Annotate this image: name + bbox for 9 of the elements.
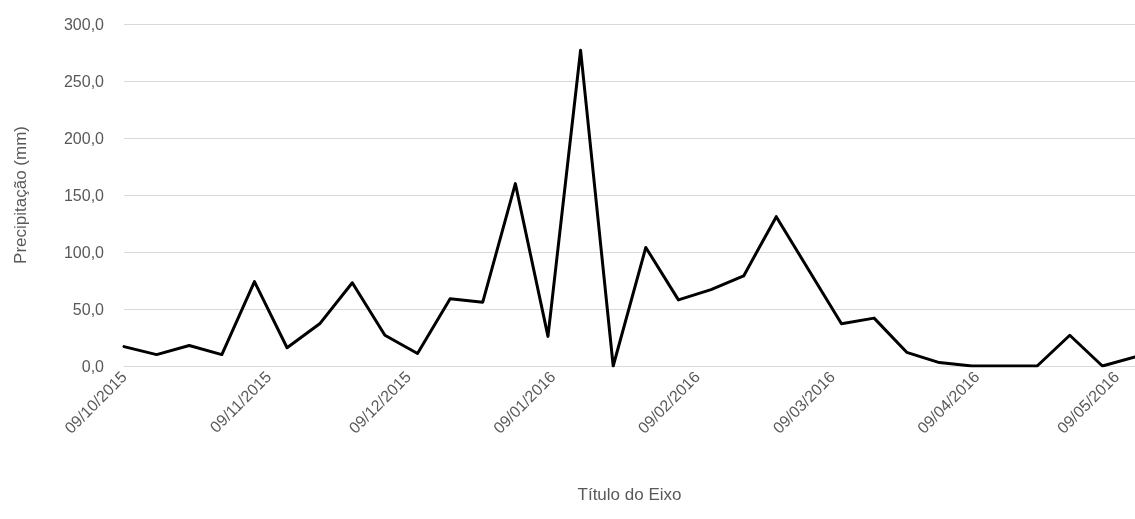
y-tick-label: 50,0 bbox=[72, 300, 105, 318]
line-series bbox=[122, 48, 1135, 368]
y-tick-label: 250,0 bbox=[63, 72, 105, 90]
y-tick-label: 100,0 bbox=[63, 243, 105, 261]
y-tick-label: 200,0 bbox=[63, 129, 105, 147]
x-axis-title: Título do Eixo bbox=[577, 485, 682, 504]
y-axis-title: Precipitação (mm) bbox=[11, 126, 30, 264]
y-tick-label: 300,0 bbox=[63, 15, 105, 33]
y-tick-label: 150,0 bbox=[63, 186, 105, 204]
